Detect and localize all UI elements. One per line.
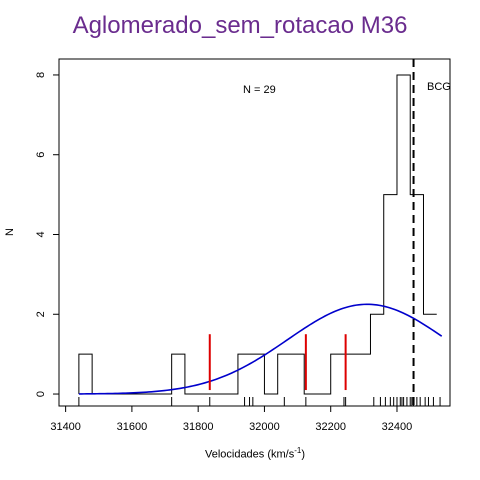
plot-frame — [58, 58, 451, 407]
plot-box — [58, 58, 451, 407]
histogram — [78, 74, 437, 395]
x-tick-label: 32200 — [315, 421, 346, 433]
rug — [78, 397, 441, 406]
gaussian-fit — [78, 303, 443, 395]
x-tick-label: 31600 — [117, 421, 148, 433]
bcg-label: BCG — [427, 81, 451, 93]
histogram-outline — [78, 74, 437, 395]
group-markers — [208, 334, 347, 391]
y-axis-label: N — [4, 228, 16, 236]
x-axis-label: Velocidades (km/s-1) — [204, 446, 306, 461]
fit-curve — [78, 303, 443, 395]
y-tick-label: 0 — [35, 391, 47, 397]
x-tick-label: 32400 — [382, 421, 413, 433]
x-axis: 31400 31600 31800 32000 32200 32400 — [50, 406, 412, 433]
y-tick-label: 4 — [35, 231, 47, 237]
x-tick-label: 31400 — [50, 421, 81, 433]
y-tick-label: 6 — [35, 152, 47, 158]
x-tick-label: 32000 — [249, 421, 280, 433]
y-axis: 0 2 4 6 8 — [35, 72, 59, 397]
y-tick-label: 8 — [35, 72, 47, 78]
count-annotation: N = 29 — [243, 84, 276, 96]
x-tick-label: 31800 — [183, 421, 214, 433]
y-tick-label: 2 — [35, 311, 47, 317]
chart-title: Aglomerado_sem_rotacao M36 — [72, 12, 408, 39]
